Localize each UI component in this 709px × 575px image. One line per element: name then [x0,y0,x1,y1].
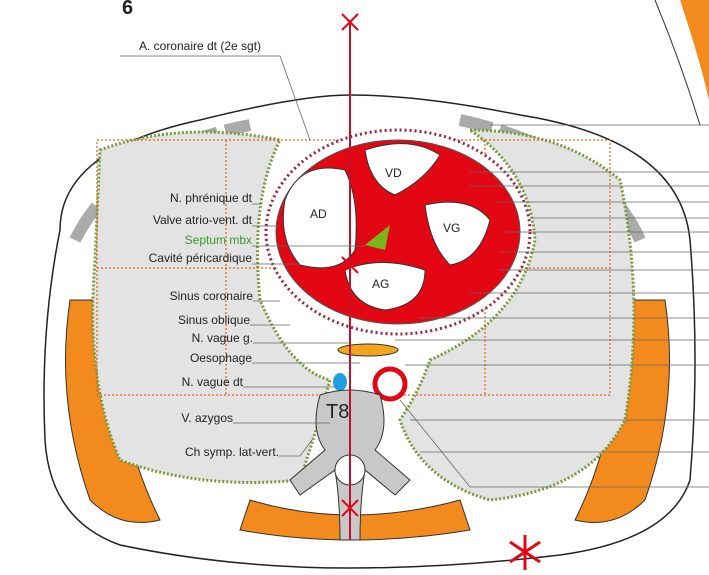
label: Septum mbx [185,233,252,247]
left-atrium [344,262,426,311]
asterisk [509,535,541,570]
label: Sinus coronaire [170,289,254,303]
label: A. coronaire dt (2e sgt) [139,39,261,53]
azygos-vein [333,373,347,391]
label: Ch symp. lat-vert. [185,445,279,459]
chamber-label: VG [443,221,460,235]
chamber-label: VD [385,166,402,180]
axis-markers [341,13,359,517]
chamber-label: AG [372,277,389,291]
label: Cavité péricardique [149,251,253,265]
vertebra-label: T8 [326,401,349,423]
corner-shape [680,0,709,100]
corner-line [654,0,701,126]
label: N. vague g. [192,331,253,345]
label: V. azygos [181,411,233,425]
label: Oesophage [190,351,252,365]
label: Valve atrio-vent. dt [153,213,253,227]
aorta [372,366,408,402]
left-ventricle [424,201,491,266]
septum-shape [365,225,390,250]
oesophagus [337,343,399,357]
leader-lines [120,55,709,488]
label: N. vague dt [182,375,244,389]
chamber-label: AD [310,207,327,221]
lung-left [398,128,636,502]
figure-number: 6 [122,0,133,19]
right-atrium [282,167,357,269]
label: Sinus oblique [178,313,250,327]
label: N. phrénique dt [170,191,253,205]
right-ventricle [364,143,441,196]
